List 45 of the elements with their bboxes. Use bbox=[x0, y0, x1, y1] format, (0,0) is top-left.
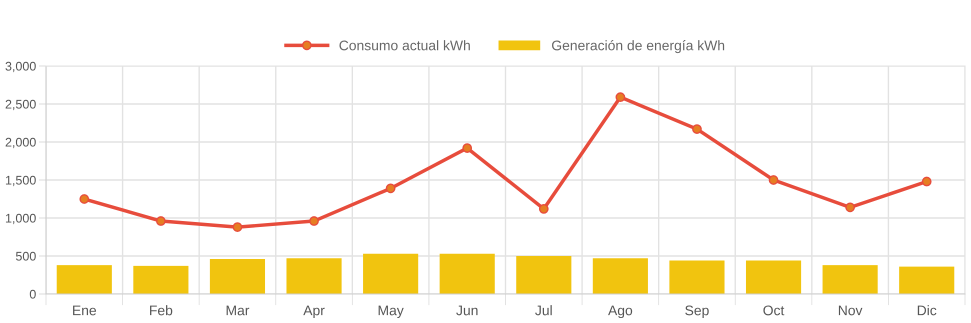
point bbox=[692, 124, 702, 134]
point bbox=[922, 176, 932, 186]
y-tick-label: 2,000 bbox=[6, 138, 36, 148]
bar bbox=[669, 260, 725, 294]
point bbox=[845, 202, 855, 212]
y-tick-label: 1,000 bbox=[6, 214, 36, 224]
bar bbox=[133, 266, 188, 294]
x-tick-label: Jul bbox=[535, 305, 552, 316]
x-tick-label: Apr bbox=[303, 306, 325, 318]
point bbox=[462, 143, 472, 153]
legend-label: Generación de energía kWh bbox=[552, 40, 724, 54]
x-tick-label: Oct bbox=[763, 305, 784, 316]
bar bbox=[210, 259, 266, 294]
point bbox=[768, 175, 778, 185]
y-tick-label: 500 bbox=[16, 252, 36, 261]
point bbox=[79, 194, 90, 204]
point bbox=[309, 216, 319, 226]
point bbox=[386, 184, 396, 194]
point bbox=[156, 216, 166, 226]
bar bbox=[440, 254, 495, 294]
point bbox=[538, 204, 549, 214]
bar bbox=[516, 256, 572, 294]
y-tick-label: 0 bbox=[30, 290, 36, 299]
x-tick-label: Nov bbox=[838, 306, 862, 316]
x-tick-label: May bbox=[378, 306, 404, 318]
x-tick-label: Dic bbox=[918, 305, 936, 316]
bar bbox=[56, 265, 112, 294]
x-tick-label: Ene bbox=[73, 306, 96, 316]
bar bbox=[746, 260, 802, 294]
x-tick-label: Sep bbox=[685, 305, 709, 318]
y-tick-label: 2,500 bbox=[6, 100, 36, 110]
bar bbox=[363, 254, 418, 294]
point bbox=[616, 92, 626, 102]
legend-label: Consumo actual kWh bbox=[339, 40, 470, 50]
bar bbox=[822, 265, 878, 294]
point bbox=[232, 222, 242, 232]
x-tick-label: Mar bbox=[226, 306, 250, 316]
x-tick-label: Ago bbox=[608, 306, 632, 318]
y-tick-label: 3,000 bbox=[5, 62, 36, 72]
x-tick-label: Jun bbox=[456, 306, 478, 316]
y-tick-label: 1,500 bbox=[6, 176, 36, 186]
x-tick-label: Feb bbox=[150, 305, 172, 316]
bar bbox=[592, 258, 648, 294]
bar bbox=[286, 258, 342, 294]
bar bbox=[899, 266, 954, 294]
